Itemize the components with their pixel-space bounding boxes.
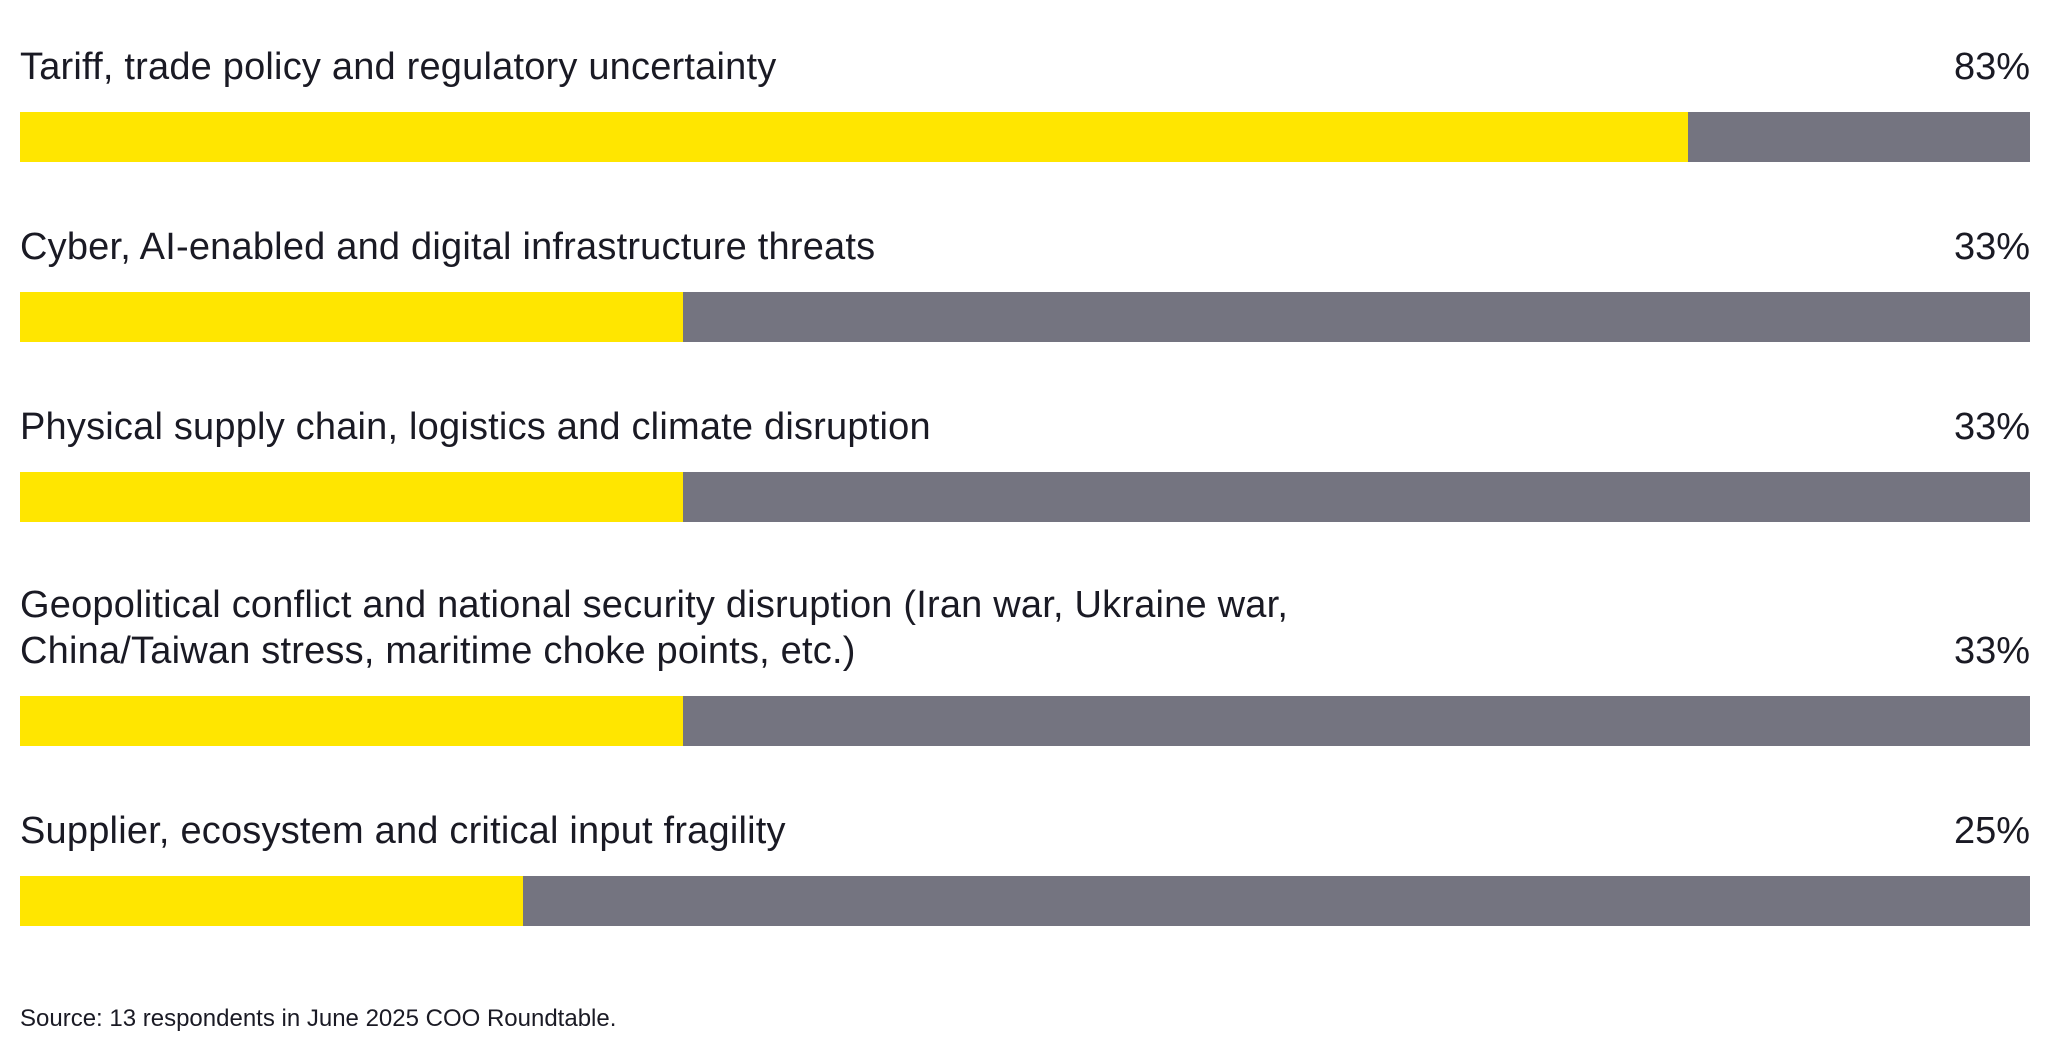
bar-row: Cyber, AI-enabled and digital infrastruc…: [20, 142, 2030, 342]
bar-track: [20, 292, 2030, 342]
bar-fill: [20, 696, 683, 746]
bar-row: Tariff, trade policy and regulatory unce…: [20, 0, 2030, 162]
value-label: 25%: [1953, 810, 2030, 852]
bar-row: Supplier, ecosystem and critical input f…: [20, 726, 2030, 926]
category-label: Physical supply chain, logistics and cli…: [20, 406, 931, 448]
bar-track: [20, 696, 2030, 746]
bar-track: [20, 472, 2030, 522]
value-label: 33%: [1953, 406, 2030, 448]
bar-fill: [20, 292, 683, 342]
category-label: Cyber, AI-enabled and digital infrastruc…: [20, 226, 876, 268]
bar-row: Geopolitical conflict and national secur…: [20, 546, 2030, 746]
source-note: Source: 13 respondents in June 2025 COO …: [20, 1005, 617, 1032]
category-label: Supplier, ecosystem and critical input f…: [20, 810, 786, 852]
bar-fill: [20, 472, 683, 522]
bar-fill: [20, 112, 1688, 162]
category-label: Geopolitical conflict and national secur…: [20, 584, 1289, 672]
bar-row: Physical supply chain, logistics and cli…: [20, 322, 2030, 522]
value-label: 33%: [1953, 630, 2030, 672]
value-label: 33%: [1953, 226, 2030, 268]
bar-track: [20, 112, 2030, 162]
value-label: 83%: [1953, 46, 2030, 88]
bar-track: [20, 876, 2030, 926]
category-label: Tariff, trade policy and regulatory unce…: [20, 46, 777, 88]
bar-fill: [20, 876, 523, 926]
